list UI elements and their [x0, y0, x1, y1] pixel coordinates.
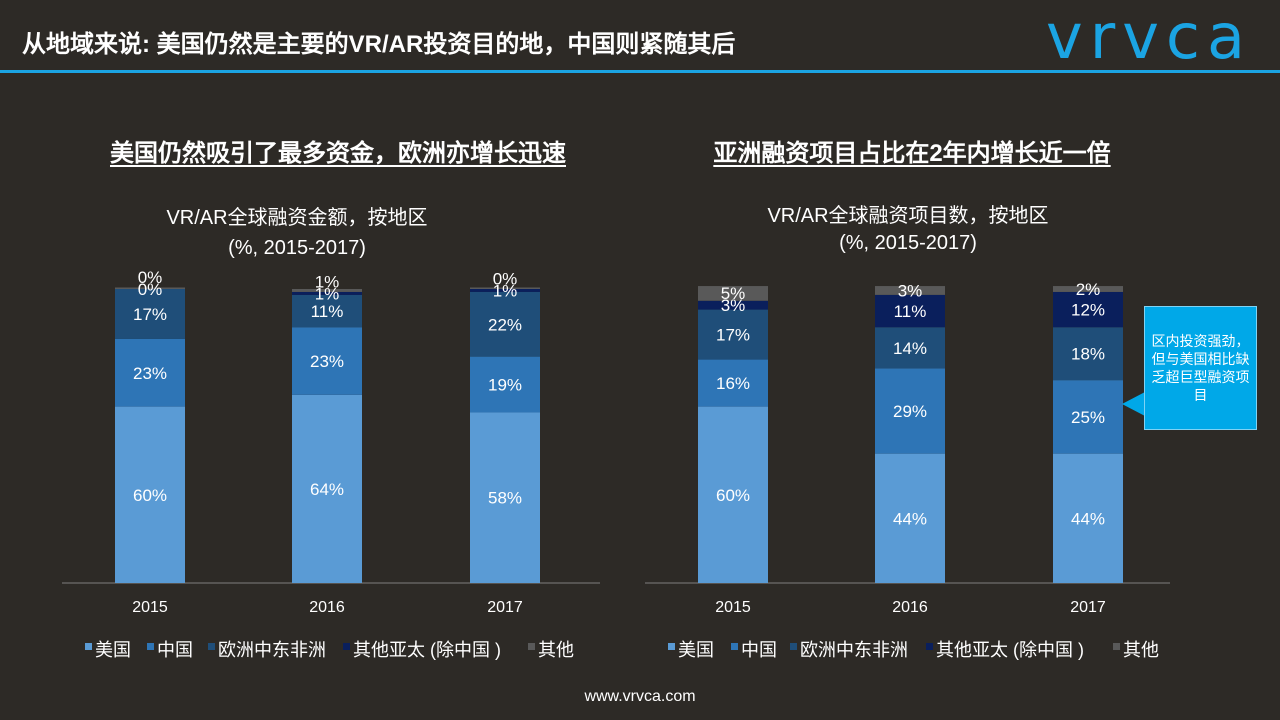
- data-label-deals-2016-s4: 3%: [898, 281, 923, 300]
- bar-funding-2016-s4: [292, 289, 362, 292]
- data-label-funding-2016-s0: 64%: [310, 480, 344, 499]
- legend-label-deals-s4: 其他: [1123, 640, 1159, 660]
- bar-deals-2016-s2: [875, 327, 945, 369]
- bar-deals-2015-s3: [698, 300, 768, 310]
- x-tick-deals-2016: 2016: [892, 599, 928, 616]
- bar-funding-2017-s0: [470, 412, 540, 583]
- data-label-deals-2015-s3: 3%: [721, 296, 746, 315]
- bar-funding-2017-s4: [470, 287, 540, 289]
- data-label-funding-2015-s4: 0%: [138, 268, 163, 287]
- data-label-funding-2016-s3: 1%: [315, 284, 340, 303]
- section-title-deals: 亚洲融资项目占比在2年内增长近一倍: [713, 140, 1111, 167]
- data-label-funding-2017-s1: 19%: [488, 376, 522, 395]
- legend-swatch-deals-s3: [926, 643, 933, 650]
- data-label-funding-2016-s2: 11%: [311, 302, 344, 321]
- section-title-funding: 美国仍然吸引了最多资金，欧洲亦增长迅速: [110, 140, 566, 167]
- bar-funding-2016-s3: [292, 291, 362, 295]
- bar-funding-2017-s2: [470, 291, 540, 357]
- legend-swatch-funding-s4: [528, 643, 535, 650]
- legend-label-deals-s0: 美国: [678, 640, 714, 660]
- data-label-funding-2016-s1: 23%: [310, 352, 344, 371]
- bar-funding-2015-s0: [115, 406, 185, 583]
- data-label-deals-2016-s2: 14%: [893, 339, 927, 358]
- data-label-deals-2016-s0: 44%: [893, 509, 927, 528]
- legend-label-funding-s3: 其他亚太 (除中国 ): [353, 640, 501, 660]
- bar-funding-2015-s1: [115, 338, 185, 407]
- legend-swatch-funding-s3: [343, 643, 350, 650]
- x-tick-deals-2015: 2015: [715, 599, 751, 616]
- bar-deals-2016-s0: [875, 453, 945, 583]
- legend-swatch-funding-s1: [147, 643, 154, 650]
- callout-arrow: [1122, 392, 1145, 416]
- data-label-funding-2015-s3: 0%: [138, 280, 163, 299]
- legend-label-deals-s3: 其他亚太 (除中国 ): [936, 640, 1084, 660]
- legend-swatch-deals-s4: [1113, 643, 1120, 650]
- bar-funding-2016-s2: [292, 294, 362, 328]
- legend-label-funding-s1: 中国: [157, 640, 193, 660]
- bar-deals-2016-s3: [875, 294, 945, 328]
- data-label-deals-2016-s3: 11%: [894, 302, 927, 321]
- bar-deals-2015-s2: [698, 309, 768, 360]
- data-label-funding-2017-s4: 0%: [493, 269, 518, 288]
- bar-funding-2016-s0: [292, 394, 362, 583]
- x-tick-funding-2017: 2017: [487, 599, 523, 616]
- bar-deals-2015-s4: [698, 286, 768, 301]
- data-label-deals-2015-s4: 5%: [721, 284, 746, 303]
- footer-url: www.vrvca.com: [584, 688, 696, 705]
- brand-logo: vrvca: [1046, 0, 1252, 73]
- data-label-deals-2015-s0: 60%: [716, 486, 750, 505]
- data-label-deals-2017-s4: 2%: [1076, 280, 1101, 299]
- legend-label-deals-s1: 中国: [741, 640, 777, 660]
- data-label-deals-2017-s0: 44%: [1071, 509, 1105, 528]
- x-tick-funding-2016: 2016: [309, 599, 345, 616]
- data-label-funding-2017-s3: 1%: [493, 281, 518, 300]
- data-label-funding-2016-s4: 1%: [315, 272, 340, 291]
- chart-title-funding: VR/AR全球融资金额，按地区: [166, 206, 427, 229]
- legend-label-deals-s2: 欧洲中东非洲: [800, 640, 908, 660]
- legend-label-funding-s0: 美国: [95, 640, 131, 660]
- data-label-funding-2015-s2: 17%: [133, 305, 167, 324]
- legend-label-funding-s2: 欧洲中东非洲: [218, 640, 326, 660]
- bar-deals-2016-s4: [875, 286, 945, 295]
- header-rule: [0, 70, 1280, 73]
- bar-deals-2016-s1: [875, 368, 945, 454]
- header-title: 从地域来说: 美国仍然是主要的VR/AR投资目的地，中国则紧随其后: [22, 31, 736, 58]
- bar-funding-2017-s1: [470, 356, 540, 413]
- legend-swatch-funding-s0: [85, 643, 92, 650]
- data-label-deals-2017-s2: 18%: [1071, 345, 1105, 364]
- callout-box: [1144, 306, 1257, 430]
- data-label-funding-2017-s0: 58%: [488, 489, 522, 508]
- x-tick-deals-2017: 2017: [1070, 599, 1106, 616]
- data-label-deals-2015-s1: 16%: [716, 374, 750, 393]
- chart-subtitle-deals: (%, 2015-2017): [839, 232, 977, 254]
- data-label-funding-2015-s1: 23%: [133, 364, 167, 383]
- chart-title-deals: VR/AR全球融资项目数，按地区: [767, 204, 1048, 227]
- bar-deals-2015-s0: [698, 406, 768, 583]
- x-tick-funding-2015: 2015: [132, 599, 168, 616]
- data-label-deals-2015-s2: 17%: [716, 326, 750, 345]
- chart-subtitle-funding: (%, 2015-2017): [228, 237, 366, 259]
- legend-swatch-deals-s0: [668, 643, 675, 650]
- bar-funding-2015-s4: [115, 287, 185, 289]
- bar-deals-2017-s4: [1053, 286, 1123, 292]
- callout-text: 区内投资强劲，但与美国相比缺乏超巨型融资项目: [1151, 333, 1250, 403]
- bar-funding-2016-s1: [292, 327, 362, 395]
- data-label-funding-2017-s2: 22%: [488, 315, 522, 334]
- legend-swatch-funding-s2: [208, 643, 215, 650]
- data-label-deals-2017-s1: 25%: [1071, 408, 1105, 427]
- data-label-deals-2017-s3: 12%: [1071, 301, 1105, 320]
- bar-deals-2017-s3: [1053, 291, 1123, 328]
- bar-deals-2017-s1: [1053, 380, 1123, 454]
- bar-funding-2017-s3: [470, 289, 540, 292]
- bar-funding-2015-s2: [115, 289, 185, 339]
- data-label-funding-2015-s0: 60%: [133, 486, 167, 505]
- bar-deals-2017-s2: [1053, 327, 1123, 381]
- data-label-deals-2016-s1: 29%: [893, 402, 927, 421]
- legend-swatch-deals-s2: [790, 643, 797, 650]
- legend-swatch-deals-s1: [731, 643, 738, 650]
- bar-deals-2015-s1: [698, 359, 768, 407]
- bar-deals-2017-s0: [1053, 453, 1123, 583]
- legend-label-funding-s4: 其他: [538, 640, 574, 660]
